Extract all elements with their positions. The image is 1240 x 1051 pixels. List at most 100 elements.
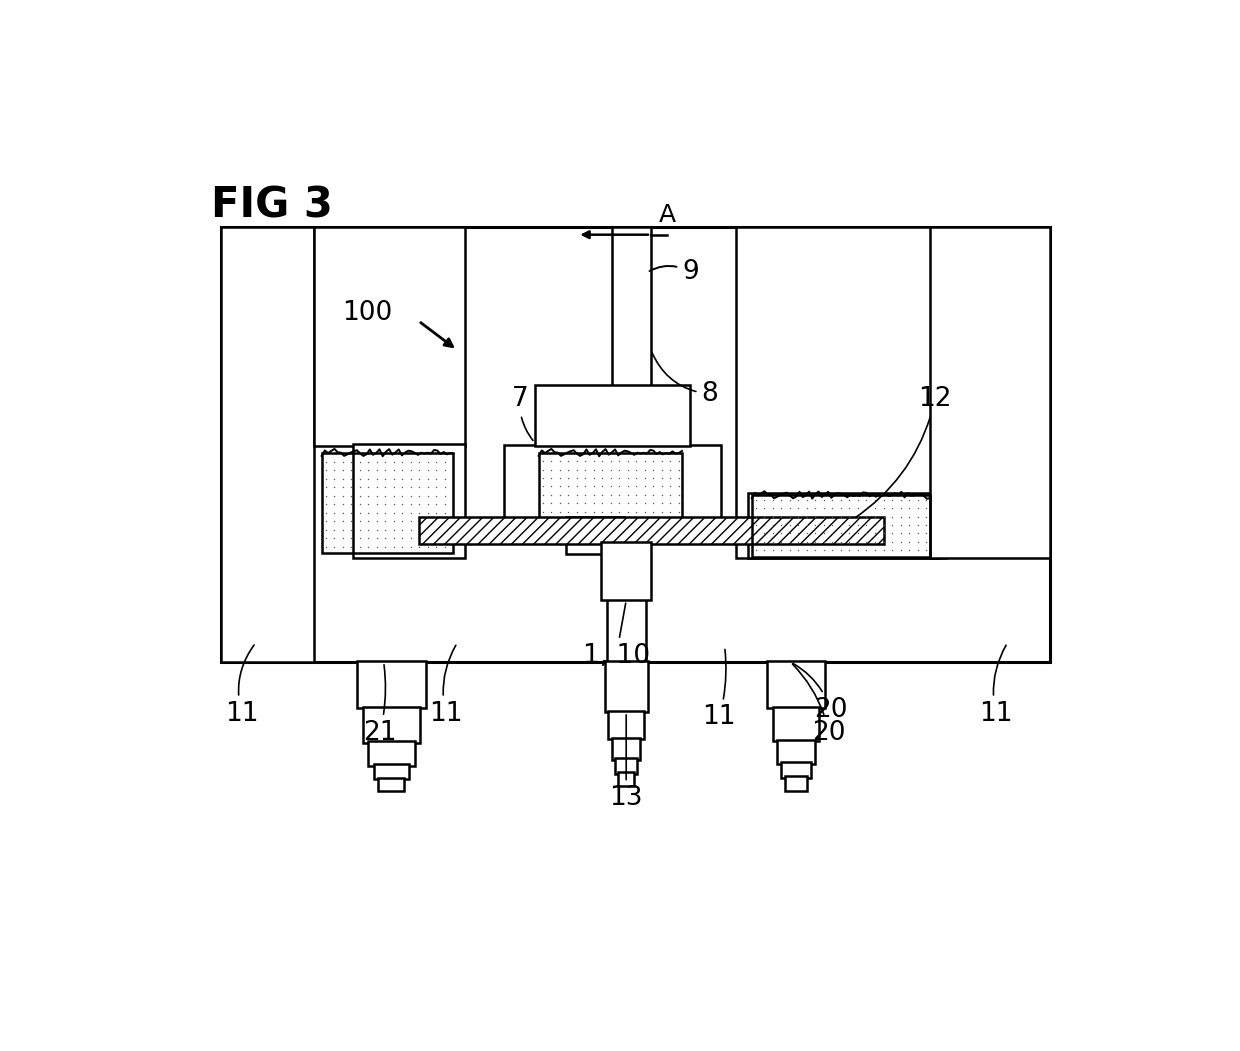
Point bbox=[857, 491, 877, 508]
Point bbox=[384, 471, 404, 488]
Point bbox=[533, 461, 553, 478]
Point bbox=[575, 453, 595, 470]
Bar bbox=[373, 764, 409, 779]
Point bbox=[866, 499, 885, 516]
Point bbox=[670, 445, 689, 461]
Point bbox=[618, 453, 637, 470]
Point bbox=[789, 534, 808, 551]
Point bbox=[899, 534, 919, 551]
Text: 11: 11 bbox=[429, 645, 463, 726]
Point bbox=[367, 538, 387, 555]
Point bbox=[315, 461, 335, 478]
Point bbox=[376, 453, 396, 470]
Point bbox=[341, 504, 361, 521]
Point bbox=[763, 534, 782, 551]
Point bbox=[806, 542, 826, 559]
Point bbox=[401, 445, 420, 461]
Point bbox=[549, 495, 569, 512]
Point bbox=[670, 487, 689, 503]
Point bbox=[401, 513, 420, 530]
Point bbox=[609, 470, 629, 487]
Point bbox=[813, 526, 833, 542]
Point bbox=[435, 445, 455, 461]
Point bbox=[341, 471, 361, 488]
Point bbox=[584, 445, 604, 461]
Point bbox=[427, 461, 446, 478]
Point bbox=[358, 530, 378, 547]
Point bbox=[813, 491, 833, 508]
Point bbox=[384, 488, 404, 504]
Point bbox=[754, 491, 774, 508]
Point bbox=[558, 470, 578, 487]
Point bbox=[435, 504, 455, 521]
Point bbox=[584, 453, 604, 470]
Point bbox=[384, 513, 404, 530]
Point bbox=[661, 470, 681, 487]
Point bbox=[635, 495, 655, 512]
Point bbox=[350, 513, 370, 530]
Point bbox=[409, 530, 429, 547]
Text: 8: 8 bbox=[652, 353, 718, 407]
Point bbox=[839, 542, 859, 559]
Bar bbox=[314, 227, 465, 447]
Point bbox=[367, 461, 387, 478]
Point bbox=[376, 479, 396, 496]
Point bbox=[558, 445, 578, 461]
Point bbox=[593, 487, 613, 503]
Point bbox=[626, 495, 646, 512]
Point bbox=[626, 470, 646, 487]
Point bbox=[367, 496, 387, 513]
Point bbox=[392, 471, 412, 488]
Point bbox=[848, 491, 868, 508]
Point bbox=[797, 491, 817, 508]
Point bbox=[558, 478, 578, 495]
Point bbox=[558, 453, 578, 470]
Bar bbox=[613, 227, 651, 447]
Bar bbox=[221, 227, 1050, 662]
Bar bbox=[221, 227, 314, 662]
Text: 11: 11 bbox=[224, 645, 259, 726]
Point bbox=[418, 513, 438, 530]
Point bbox=[780, 526, 800, 542]
Point bbox=[890, 526, 910, 542]
Point bbox=[601, 445, 621, 461]
Point bbox=[813, 534, 833, 551]
Point bbox=[652, 461, 672, 478]
Point bbox=[593, 461, 613, 478]
Point bbox=[427, 496, 446, 513]
Point bbox=[780, 499, 800, 516]
Point bbox=[418, 453, 438, 470]
Point bbox=[324, 530, 343, 547]
Point bbox=[409, 461, 429, 478]
Point bbox=[558, 487, 578, 503]
Point bbox=[384, 504, 404, 521]
Point bbox=[401, 488, 420, 504]
Point bbox=[908, 499, 928, 516]
Point bbox=[401, 538, 420, 555]
Point bbox=[324, 496, 343, 513]
Point bbox=[384, 538, 404, 555]
Point bbox=[644, 495, 663, 512]
Point bbox=[435, 488, 455, 504]
Point bbox=[916, 491, 936, 508]
Point bbox=[367, 479, 387, 496]
Point bbox=[813, 508, 833, 524]
Point bbox=[358, 479, 378, 496]
Point bbox=[806, 534, 826, 551]
Point bbox=[358, 538, 378, 555]
Point bbox=[848, 526, 868, 542]
Point bbox=[806, 526, 826, 542]
Point bbox=[418, 504, 438, 521]
Point bbox=[418, 471, 438, 488]
Point bbox=[652, 445, 672, 461]
Point bbox=[899, 542, 919, 559]
Point bbox=[367, 488, 387, 504]
Point bbox=[882, 508, 901, 524]
Point bbox=[763, 491, 782, 508]
Point bbox=[418, 479, 438, 496]
Point bbox=[754, 499, 774, 516]
Point bbox=[350, 530, 370, 547]
Point bbox=[384, 496, 404, 513]
Point bbox=[882, 517, 901, 534]
Point bbox=[435, 471, 455, 488]
